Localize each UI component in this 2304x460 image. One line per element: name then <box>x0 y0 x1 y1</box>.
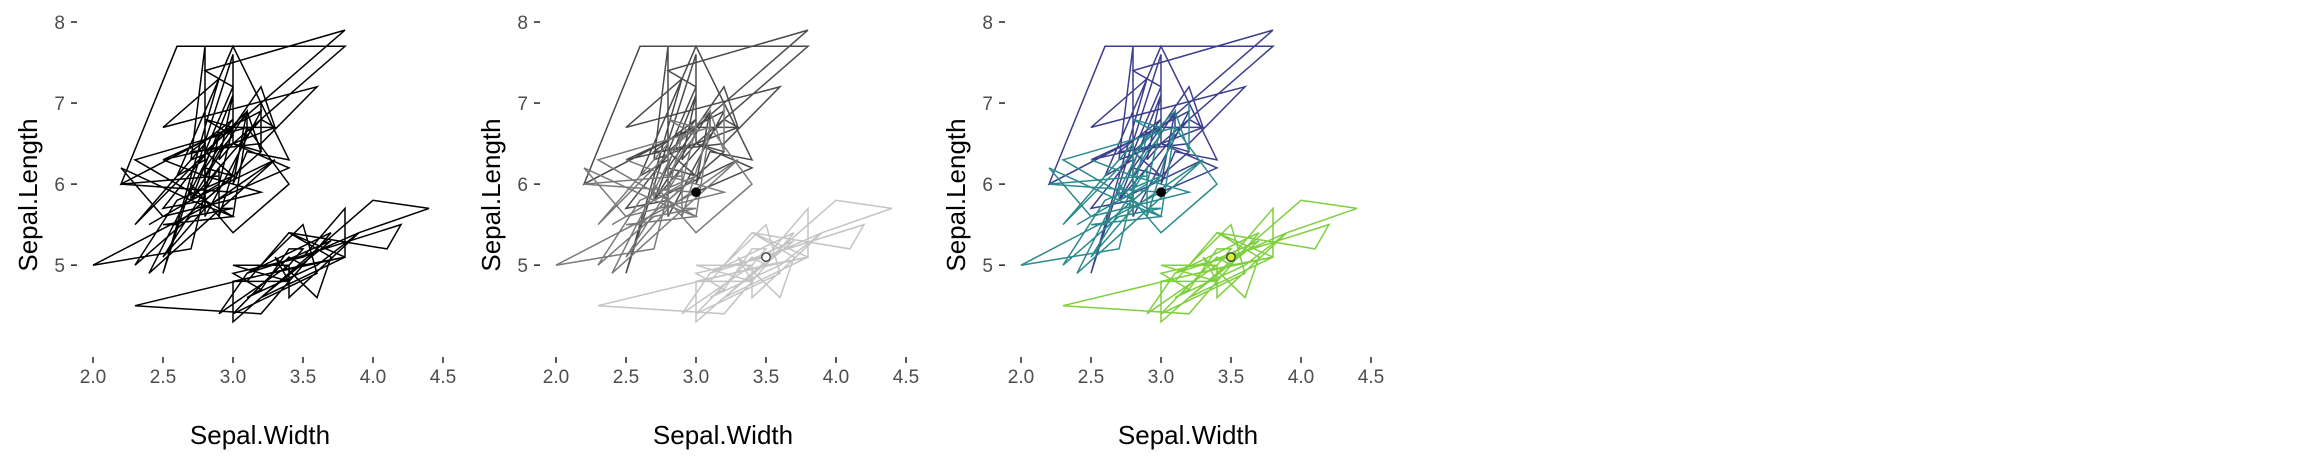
x-axis-title: Sepal.Width <box>190 420 330 450</box>
series-line-2 <box>92 103 291 274</box>
y-tick-label: 6 <box>54 175 65 196</box>
y-tick-label: 5 <box>54 256 65 277</box>
series-line-2 <box>555 103 754 274</box>
x-tick-label: 4.0 <box>1288 367 1314 388</box>
x-tick-label: 3.0 <box>220 367 246 388</box>
y-axis-title: Sepal.Length <box>13 118 43 271</box>
y-tick-label: 8 <box>54 13 65 34</box>
y-tick-label: 5 <box>517 256 528 277</box>
x-tick-label: 3.5 <box>290 367 316 388</box>
x-tick-label: 2.5 <box>150 367 176 388</box>
centroid-point-2 <box>761 252 771 262</box>
x-axis: 2.0 2.5 3.0 3.5 4.0 4.5 <box>1008 357 1384 388</box>
x-tick-label: 2.5 <box>1078 367 1104 388</box>
x-axis: 2.0 2.5 3.0 3.5 4.0 4.5 <box>543 357 919 388</box>
series-line-1 <box>1047 29 1276 274</box>
centroid-point-1 <box>691 187 701 198</box>
x-axis: 2.0 2.5 3.0 3.5 4.0 4.5 <box>80 357 456 388</box>
x-tick-label: 3.5 <box>1218 367 1244 388</box>
points-layer <box>691 187 771 262</box>
chart-panel-grey: 5 6 7 8 2.0 2.5 3.0 3.5 4.0 4.5 Sepal.Width Sepa… <box>476 13 919 450</box>
x-tick-label: 3.0 <box>1148 367 1174 388</box>
series-line-1 <box>119 29 348 274</box>
y-tick-label: 5 <box>982 256 993 277</box>
x-tick-label: 3.0 <box>683 367 709 388</box>
series-line-3 <box>597 199 893 324</box>
x-tick-label: 4.0 <box>360 367 386 388</box>
x-tick-label: 4.0 <box>823 367 849 388</box>
x-tick-label: 2.0 <box>543 367 569 388</box>
y-tick-label: 6 <box>982 175 993 196</box>
points-layer <box>1156 187 1236 262</box>
y-tick-label: 8 <box>517 13 528 34</box>
chart-panel-bw: 5 6 7 8 2.0 2.5 3.0 3.5 4.0 4.5 Sepal.Width Sepa… <box>13 13 456 450</box>
chart-panel-viridis: 5 6 7 8 2.0 2.5 3.0 3.5 4.0 4.5 Sepal.Width Sepa… <box>941 13 1384 450</box>
x-axis-title: Sepal.Width <box>653 420 793 450</box>
y-tick-label: 8 <box>982 13 993 34</box>
x-tick-label: 2.0 <box>1008 367 1034 388</box>
y-axis: 5 6 7 8 <box>517 13 540 277</box>
y-axis: 5 6 7 8 <box>982 13 1005 277</box>
y-axis: 5 6 7 8 <box>54 13 77 277</box>
series-line-3 <box>1062 199 1358 324</box>
y-tick-label: 7 <box>982 94 993 115</box>
x-tick-label: 2.5 <box>613 367 639 388</box>
y-axis-title: Sepal.Length <box>476 118 506 271</box>
y-axis-title: Sepal.Length <box>941 118 971 271</box>
series-layer <box>1020 29 1358 324</box>
x-tick-label: 4.5 <box>430 367 456 388</box>
series-layer <box>555 29 893 324</box>
x-tick-label: 2.0 <box>80 367 106 388</box>
y-tick-label: 7 <box>54 94 65 115</box>
x-tick-label: 4.5 <box>1358 367 1384 388</box>
series-line-2 <box>1020 103 1219 274</box>
x-axis-title: Sepal.Width <box>1118 420 1258 450</box>
series-layer <box>92 29 430 324</box>
centroid-point-1 <box>1156 187 1166 198</box>
series-line-3 <box>134 199 430 324</box>
y-tick-label: 7 <box>517 94 528 115</box>
x-tick-label: 3.5 <box>753 367 779 388</box>
series-line-1 <box>582 29 811 274</box>
x-tick-label: 4.5 <box>893 367 919 388</box>
centroid-point-2 <box>1226 252 1236 262</box>
y-tick-label: 6 <box>517 175 528 196</box>
